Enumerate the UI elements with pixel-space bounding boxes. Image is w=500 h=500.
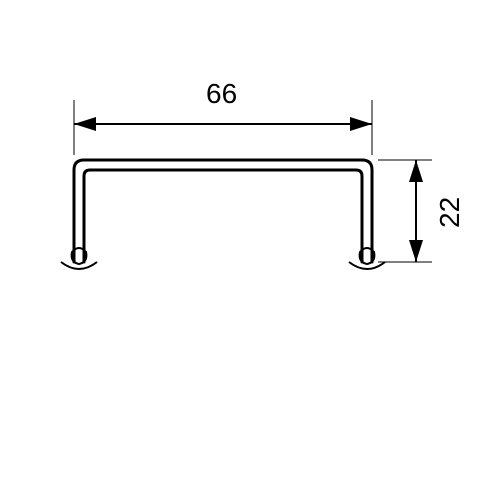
width-dimension-label: 66 bbox=[206, 78, 237, 110]
technical-drawing bbox=[0, 0, 500, 500]
height-dimension-label: 22 bbox=[434, 197, 466, 228]
